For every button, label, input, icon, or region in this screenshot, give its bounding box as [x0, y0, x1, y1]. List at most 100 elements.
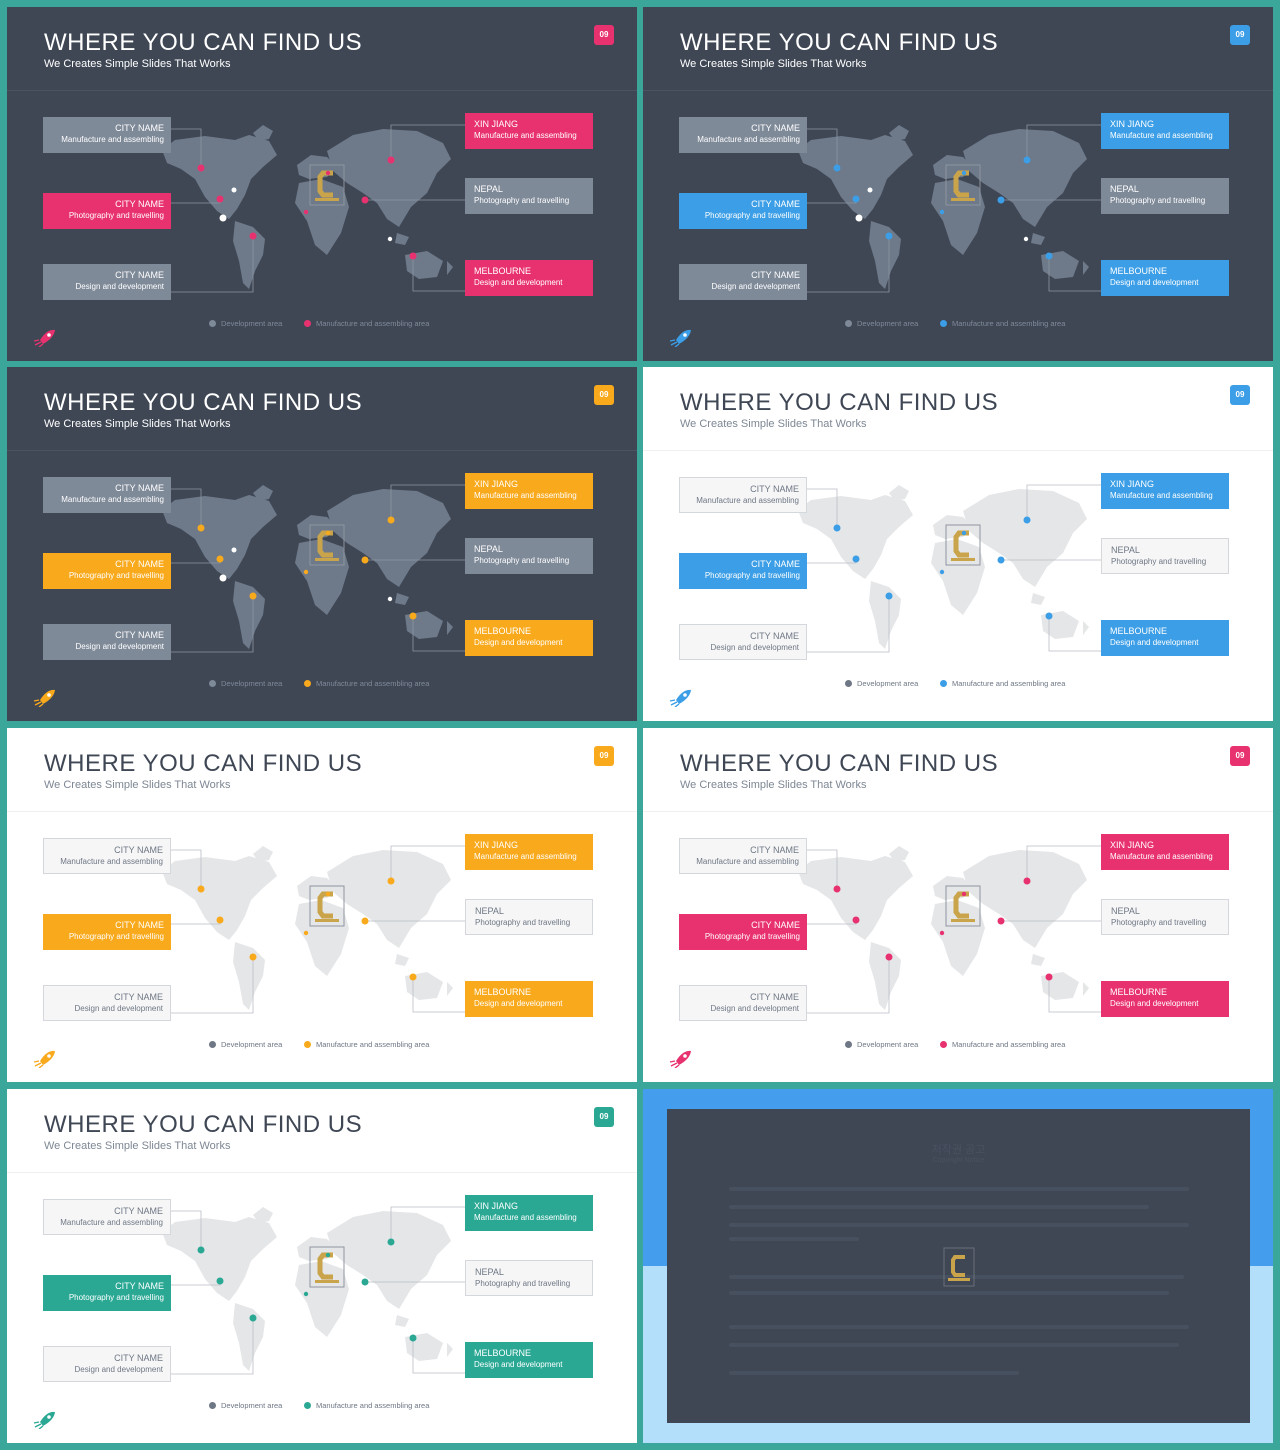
- slide-subtitle: We Creates Simple Slides That Works: [44, 418, 231, 430]
- contents-logo: [309, 1246, 345, 1288]
- location-description: Design and development: [75, 282, 164, 291]
- continents: [162, 485, 453, 649]
- location-title: CITY NAME: [115, 123, 164, 133]
- page-badge: 09: [1230, 385, 1250, 405]
- location-description: Photography and travelling: [475, 918, 571, 927]
- location-box-left: CITY NAME Design and development: [43, 264, 171, 300]
- location-description: Manufacture and assembling: [696, 496, 799, 505]
- legend-label: Manufacture and assembling area: [952, 319, 1066, 328]
- rocket-icon: [33, 329, 55, 347]
- location-title: CITY NAME: [114, 1353, 163, 1363]
- legend-dot: [209, 320, 216, 327]
- location-description: Photography and travelling: [68, 1293, 164, 1302]
- legend-development: Development area: [209, 1401, 282, 1410]
- legend-label: Development area: [857, 319, 919, 328]
- location-box-right: XIN JIANG Manufacture and assembling: [465, 473, 593, 509]
- location-box-left: CITY NAME Photography and travelling: [43, 1275, 171, 1311]
- legend-development: Development area: [209, 319, 282, 328]
- location-box-right: MELBOURNE Design and development: [465, 620, 593, 656]
- location-box-right: NEPAL Photography and travelling: [1101, 899, 1229, 935]
- location-box-right: NEPAL Photography and travelling: [465, 899, 593, 935]
- legend-dot: [845, 1041, 852, 1048]
- manufacture-dots: [197, 156, 417, 260]
- location-title: NEPAL: [1111, 906, 1140, 916]
- location-box-right: XIN JIANG Manufacture and assembling: [465, 834, 593, 870]
- header-divider: [7, 1172, 637, 1173]
- contents-logo: [309, 164, 345, 206]
- location-box-right: NEPAL Photography and travelling: [465, 538, 593, 574]
- development-dots: [219, 547, 393, 602]
- connector-lines: [807, 845, 1101, 1014]
- slide-title: WHERE YOU CAN FIND US: [44, 29, 363, 56]
- copyright-title: 저작권 공고: [931, 1144, 986, 1156]
- rocket-icon: [669, 1050, 691, 1068]
- legend-manufacture: Manufacture and assembling area: [940, 319, 1065, 328]
- location-box-left: CITY NAME Photography and travelling: [43, 193, 171, 229]
- slide-variant: WHERE YOU CAN FIND US We Creates Simple S…: [7, 1089, 637, 1443]
- location-description: Manufacture and assembling: [60, 1218, 163, 1227]
- location-description: Design and development: [474, 278, 563, 287]
- legend-label: Manufacture and assembling area: [952, 679, 1066, 688]
- legend-manufacture: Manufacture and assembling area: [304, 1040, 429, 1049]
- location-description: Design and development: [74, 1365, 163, 1374]
- continents: [798, 485, 1089, 649]
- legend-development: Development area: [845, 1040, 918, 1049]
- continents: [162, 846, 453, 1010]
- location-title: CITY NAME: [750, 845, 799, 855]
- continents: [798, 846, 1089, 1010]
- location-box-right: MELBOURNE Design and development: [1101, 981, 1229, 1017]
- legend-label: Development area: [221, 319, 283, 328]
- location-box-left: CITY NAME Manufacture and assembling: [679, 117, 807, 153]
- contents-logo: [943, 1247, 975, 1287]
- copyright-text-line: [729, 1325, 1189, 1329]
- legend-development: Development area: [209, 1040, 282, 1049]
- location-title: NEPAL: [1110, 184, 1139, 194]
- location-title: CITY NAME: [750, 484, 799, 494]
- location-box-right: NEPAL Photography and travelling: [1101, 178, 1229, 214]
- legend-manufacture: Manufacture and assembling area: [304, 1401, 429, 1410]
- location-title: XIN JIANG: [1110, 479, 1155, 489]
- location-description: Photography and travelling: [68, 571, 164, 580]
- copyright-text-line: [729, 1371, 1019, 1375]
- location-title: CITY NAME: [750, 631, 799, 641]
- contents-logo: [945, 885, 981, 927]
- location-box-right: NEPAL Photography and travelling: [465, 178, 593, 214]
- location-box-left: CITY NAME Design and development: [679, 985, 807, 1021]
- location-description: Design and development: [474, 999, 563, 1008]
- location-description: Design and development: [1110, 278, 1199, 287]
- location-description: Design and development: [474, 638, 563, 647]
- world-map: [162, 484, 465, 653]
- legend-dot: [940, 320, 947, 327]
- legend-manufacture: Manufacture and assembling area: [304, 679, 429, 688]
- location-title: CITY NAME: [115, 920, 164, 930]
- location-description: Photography and travelling: [68, 211, 164, 220]
- location-description: Manufacture and assembling: [474, 852, 577, 861]
- slide-title: WHERE YOU CAN FIND US: [44, 750, 363, 777]
- header-divider: [643, 811, 1273, 812]
- copyright-text-line: [729, 1223, 1189, 1227]
- world-map: [162, 845, 465, 1014]
- slide-subtitle: We Creates Simple Slides That Works: [44, 58, 231, 70]
- location-box-left: CITY NAME Design and development: [43, 1346, 171, 1382]
- copyright-text-line: [729, 1291, 1169, 1295]
- slide-variant: WHERE YOU CAN FIND US We Creates Simple S…: [643, 367, 1273, 721]
- page-badge: 09: [594, 385, 614, 405]
- continents: [162, 125, 453, 289]
- location-title: CITY NAME: [114, 1206, 163, 1216]
- location-box-right: MELBOURNE Design and development: [465, 1342, 593, 1378]
- location-description: Manufacture and assembling: [696, 857, 799, 866]
- location-title: CITY NAME: [751, 270, 800, 280]
- legend-label: Development area: [221, 679, 283, 688]
- location-title: XIN JIANG: [474, 840, 519, 850]
- location-box-left: CITY NAME Design and development: [679, 624, 807, 660]
- location-box-right: MELBOURNE Design and development: [1101, 260, 1229, 296]
- legend-dot: [845, 680, 852, 687]
- location-description: Manufacture and assembling: [61, 135, 164, 144]
- contents-logo: [945, 164, 981, 206]
- connector-lines: [807, 484, 1101, 653]
- legend-development: Development area: [845, 679, 918, 688]
- location-box-left: CITY NAME Manufacture and assembling: [679, 838, 807, 874]
- legend-dot: [209, 1041, 216, 1048]
- location-description: Photography and travelling: [475, 1279, 571, 1288]
- page-badge: 09: [1230, 746, 1250, 766]
